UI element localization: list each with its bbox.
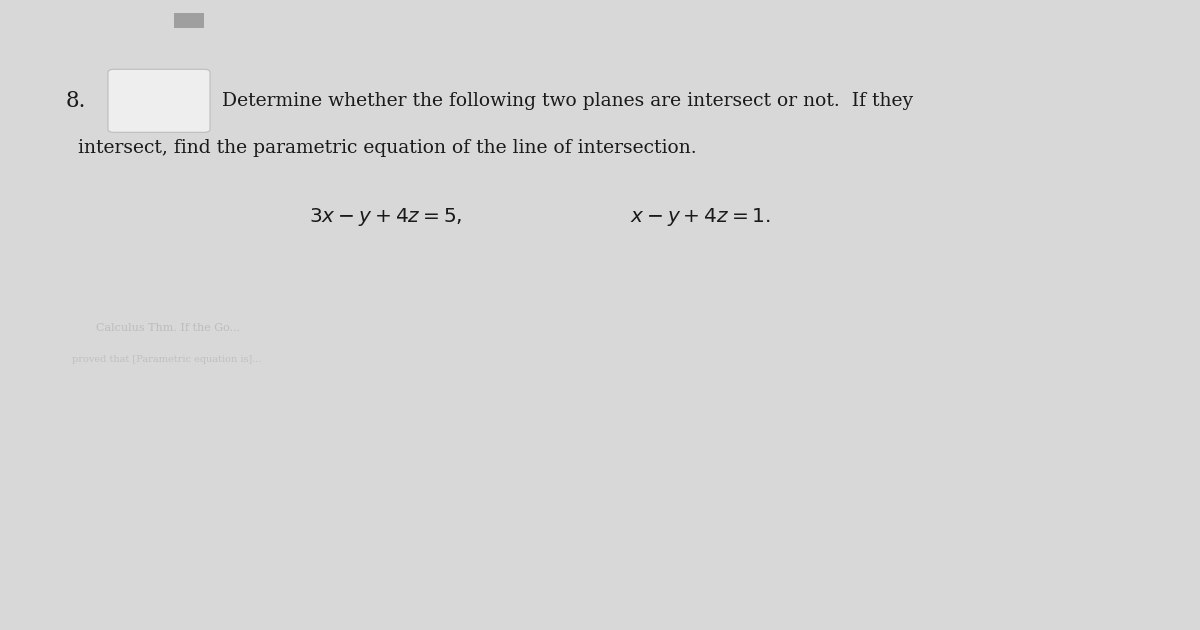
Text: Determine whether the following two planes are intersect or not.  If they: Determine whether the following two plan… bbox=[222, 92, 913, 110]
Text: 8.: 8. bbox=[66, 90, 86, 112]
Text: Calculus Thm. If the Go...: Calculus Thm. If the Go... bbox=[96, 323, 240, 333]
FancyBboxPatch shape bbox=[108, 69, 210, 132]
Bar bbox=[174, 13, 204, 28]
Text: $x - y + 4z = 1.$: $x - y + 4z = 1.$ bbox=[630, 207, 770, 228]
Text: intersect, find the parametric equation of the line of intersection.: intersect, find the parametric equation … bbox=[78, 139, 697, 157]
Text: $3x - y + 4z = 5,$: $3x - y + 4z = 5,$ bbox=[308, 207, 462, 228]
Text: proved that [Parametric equation is]...: proved that [Parametric equation is]... bbox=[72, 355, 262, 364]
